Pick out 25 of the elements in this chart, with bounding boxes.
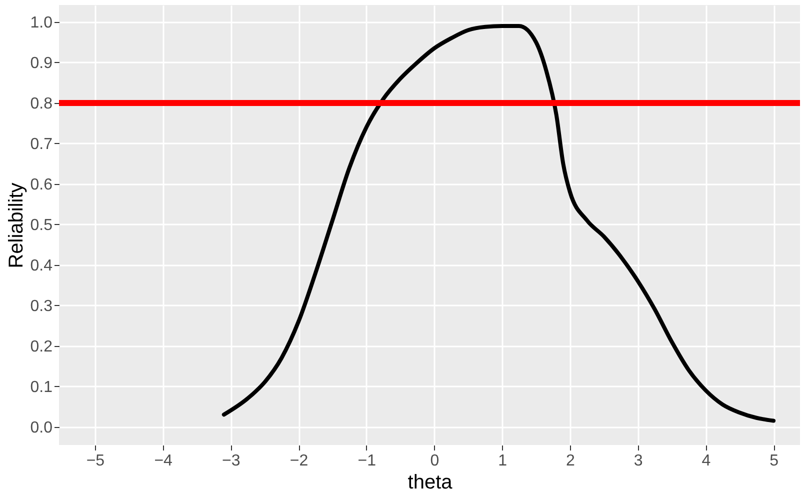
y-tick-label: 0.6 — [30, 176, 53, 194]
y-tick-label: 0.4 — [30, 257, 53, 274]
y-tick-label: 0.0 — [30, 419, 53, 436]
x-tick-label: 0 — [430, 452, 440, 470]
x-tick-label: −1 — [358, 452, 376, 470]
line-series — [222, 24, 776, 423]
y-tick-label: 0.1 — [30, 378, 53, 396]
x-tick-label: 3 — [634, 452, 643, 470]
x-tick-label: 1 — [498, 452, 508, 470]
x-tick-label: 2 — [566, 452, 576, 470]
x-tick-label: −4 — [154, 452, 173, 470]
x-tick-label: −2 — [290, 452, 308, 470]
y-tick-label: 0.7 — [30, 136, 53, 153]
y-axis-title: Reliability — [5, 182, 28, 268]
y-tick-label: 0.8 — [30, 95, 53, 112]
x-axis-title: theta — [408, 472, 454, 494]
x-tick-label: 4 — [702, 452, 711, 470]
x-tick-label: −5 — [86, 452, 105, 470]
y-tick-label: 0.5 — [30, 216, 53, 234]
x-tick-label: −3 — [222, 452, 240, 470]
y-tick-label: 0.3 — [30, 298, 53, 315]
y-tick-label: 1.0 — [30, 14, 53, 32]
y-tick-label: 0.9 — [30, 54, 53, 72]
y-tick-label: 0.2 — [30, 338, 53, 356]
x-tick-label: 5 — [770, 452, 779, 470]
